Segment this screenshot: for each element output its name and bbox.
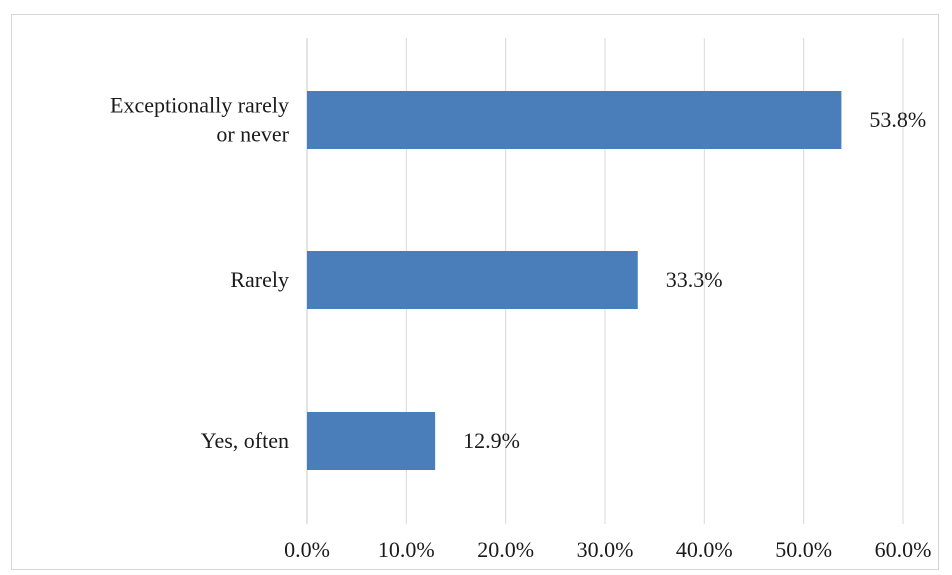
x-tick-label: 40.0% xyxy=(676,537,733,562)
category-label-line: Exceptionally rarely xyxy=(110,93,289,118)
bars xyxy=(307,91,842,470)
x-tick-label: 30.0% xyxy=(577,537,634,562)
data-label: 12.9% xyxy=(463,428,520,453)
data-label: 53.8% xyxy=(869,107,926,132)
x-tick-label: 0.0% xyxy=(284,537,330,562)
x-tick-label: 60.0% xyxy=(875,537,932,562)
bar xyxy=(307,91,842,149)
category-label-line: or never xyxy=(216,122,289,147)
category-label: Yes, often xyxy=(201,428,289,453)
category-label: Rarely xyxy=(230,267,289,292)
category-label: Exceptionally rarely or never xyxy=(110,93,290,147)
x-tick-label: 10.0% xyxy=(378,537,435,562)
category-label-line: Rarely xyxy=(230,267,289,292)
data-label: 33.3% xyxy=(666,267,723,292)
labels: 0.0% 10.0% 20.0% 30.0% 40.0% 50.0% 60.0% 53.8% E… xyxy=(110,93,931,563)
x-tick-label: 50.0% xyxy=(775,537,832,562)
bar xyxy=(307,412,436,470)
category-label-line: Yes, often xyxy=(201,428,289,453)
x-tick-label: 20.0% xyxy=(477,537,534,562)
bar xyxy=(307,251,638,309)
